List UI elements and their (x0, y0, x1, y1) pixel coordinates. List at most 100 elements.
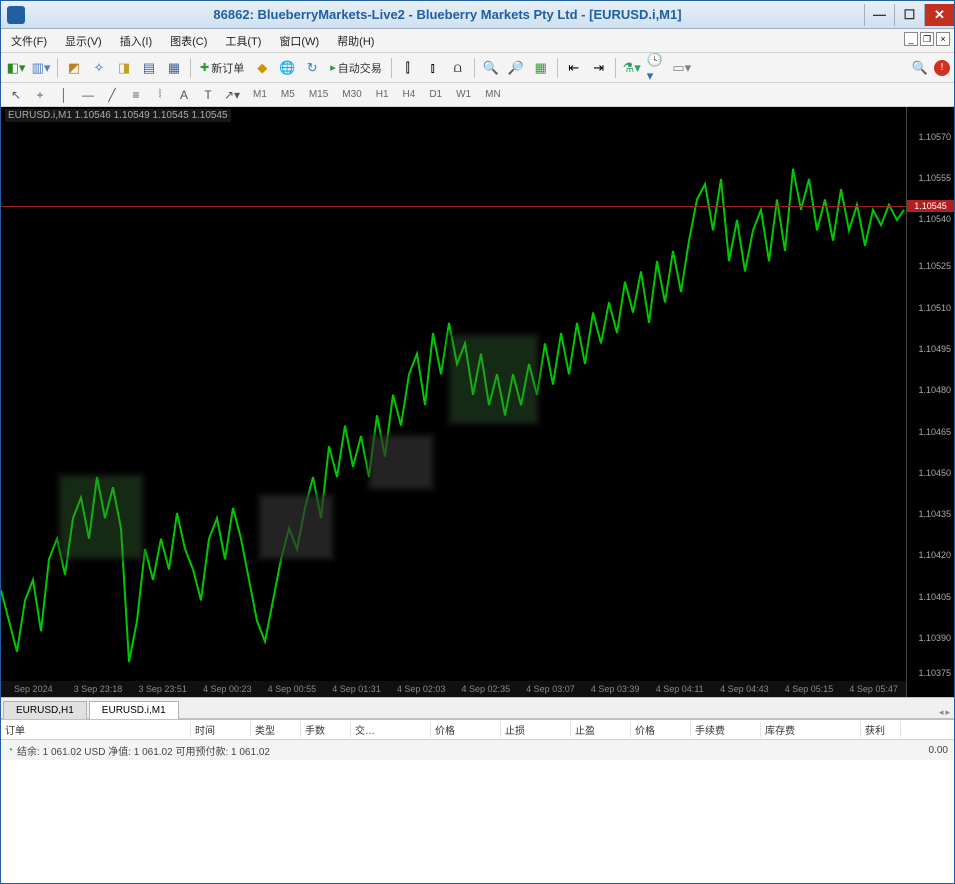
close-button[interactable]: ✕ (924, 4, 954, 26)
templates-icon[interactable]: ▭▾ (671, 57, 693, 79)
time-tick: 4 Sep 01:31 (324, 684, 389, 694)
arrows-icon[interactable]: ↗▾ (221, 85, 243, 105)
time-tick: 4 Sep 03:07 (518, 684, 583, 694)
price-horizontal-line[interactable] (1, 206, 906, 207)
terminal-column-header[interactable]: 库存费 (761, 722, 861, 737)
tf-d1[interactable]: D1 (423, 87, 448, 102)
terminal-column-header[interactable]: 止盈 (571, 722, 631, 737)
new-order-button[interactable]: ✚新订单 (196, 60, 248, 76)
menu-tools[interactable]: 工具(T) (221, 31, 265, 51)
time-tick: 4 Sep 00:23 (195, 684, 260, 694)
data-window-icon[interactable]: ◨ (113, 57, 135, 79)
obscured-region (451, 337, 536, 422)
cursor-tool-icon[interactable]: ↖ (5, 85, 27, 105)
terminal-column-header[interactable]: 订单 (1, 722, 191, 737)
chart-tab-eurusd-m1[interactable]: EURUSD.i,M1 (89, 701, 179, 719)
chart-tab-eurusd-h1[interactable]: EURUSD,H1 (3, 701, 87, 719)
terminal-column-header[interactable]: 获利 (861, 722, 901, 737)
alerts-icon[interactable]: ! (934, 60, 950, 76)
mdi-close-button[interactable]: × (936, 32, 950, 46)
fibonacci-icon[interactable]: ⦚ (149, 85, 171, 105)
chart-tabs: EURUSD,H1 EURUSD.i,M1 ◂ ▸ (1, 697, 954, 719)
equidistant-channel-icon[interactable]: ≡ (125, 85, 147, 105)
terminal-column-header[interactable]: 时间 (191, 722, 251, 737)
market-watch-icon[interactable]: ◩ (63, 57, 85, 79)
terminal-column-header[interactable]: 止损 (501, 722, 571, 737)
text-icon[interactable]: T (197, 85, 219, 105)
profit-loss-value: 0.00 (898, 745, 948, 756)
time-tick: 4 Sep 03:39 (583, 684, 648, 694)
text-label-icon[interactable]: A (173, 85, 195, 105)
time-tick: 4 Sep 05:15 (777, 684, 842, 694)
autotrade-button[interactable]: ▸自动交易 (326, 60, 386, 76)
price-axis: 1.105701.105551.105401.105251.105101.104… (906, 107, 954, 697)
time-tick: 4 Sep 00:55 (260, 684, 325, 694)
price-tick: 1.10435 (918, 509, 951, 519)
titlebar: 86862: BlueberryMarkets-Live2 - Blueberr… (1, 1, 954, 29)
search-icon[interactable]: 🔍 (909, 57, 931, 79)
maximize-button[interactable]: ☐ (894, 4, 924, 26)
tf-m30[interactable]: M30 (336, 87, 367, 102)
time-tick: 3 Sep 23:18 (66, 684, 131, 694)
tf-m15[interactable]: M15 (303, 87, 334, 102)
terminal-column-header[interactable]: 价格 (631, 722, 691, 737)
navigator-icon[interactable]: ✧ (88, 57, 110, 79)
price-tick: 1.10420 (918, 550, 951, 560)
trendline-icon[interactable]: ╱ (101, 85, 123, 105)
current-price-label: 1.10545 (907, 200, 954, 212)
tf-w1[interactable]: W1 (450, 87, 477, 102)
time-tick: Sep 2024 (1, 684, 66, 694)
chart-canvas[interactable]: EURUSD.i,M1 1.10546 1.10549 1.10545 1.10… (1, 107, 906, 697)
terminal-column-header[interactable]: 价格 (431, 722, 501, 737)
time-tick: 4 Sep 02:03 (389, 684, 454, 694)
menu-file[interactable]: 文件(F) (7, 31, 51, 51)
metaquotes-icon[interactable]: ◆ (251, 57, 273, 79)
terminal-column-header[interactable]: 手数 (301, 722, 351, 737)
chart-area[interactable]: EURUSD.i,M1 1.10546 1.10549 1.10545 1.10… (1, 107, 954, 697)
menu-chart[interactable]: 图表(C) (166, 31, 211, 51)
vertical-line-icon[interactable]: │ (53, 85, 75, 105)
terminal-column-header[interactable]: 手续费 (691, 722, 761, 737)
chart-ohlc-label: EURUSD.i,M1 1.10546 1.10549 1.10545 1.10… (5, 109, 231, 122)
new-chart-icon[interactable]: ◧▾ (5, 57, 27, 79)
tile-windows-icon[interactable]: ▦ (530, 57, 552, 79)
tab-scroll-right-icon[interactable]: ▸ (945, 707, 950, 718)
line-chart-icon[interactable]: ⩍ (447, 57, 469, 79)
profiles-icon[interactable]: ▥▾ (30, 57, 52, 79)
indicators-icon[interactable]: ⚗▾ (621, 57, 643, 79)
minimize-button[interactable]: — (864, 4, 894, 26)
expert-advisors-icon[interactable]: 🌐 (276, 57, 298, 79)
auto-scroll-icon[interactable]: ⇥ (588, 57, 610, 79)
tf-mn[interactable]: MN (479, 87, 507, 102)
shift-end-icon[interactable]: ⇤ (563, 57, 585, 79)
menu-help[interactable]: 帮助(H) (333, 31, 378, 51)
horizontal-line-icon[interactable]: — (77, 85, 99, 105)
tf-h1[interactable]: H1 (370, 87, 395, 102)
mdi-restore-button[interactable]: ❐ (920, 32, 934, 46)
bar-chart-icon[interactable]: ⫿ (397, 57, 419, 79)
time-tick: 3 Sep 23:51 (130, 684, 195, 694)
terminal-icon[interactable]: ▤ (138, 57, 160, 79)
periodicity-icon[interactable]: 🕓▾ (646, 57, 668, 79)
app-icon (7, 6, 25, 24)
menu-window[interactable]: 窗口(W) (275, 31, 323, 51)
timeframe-toolbar: ↖ + │ — ╱ ≡ ⦚ A T ↗▾ M1 M5 M15 M30 H1 H4… (1, 83, 954, 107)
terminal-column-header[interactable]: 交… (351, 722, 431, 737)
tf-m5[interactable]: M5 (275, 87, 301, 102)
time-tick: 4 Sep 04:43 (712, 684, 777, 694)
zoom-out-icon[interactable]: 🔎 (505, 57, 527, 79)
tf-h4[interactable]: H4 (397, 87, 422, 102)
zoom-in-icon[interactable]: 🔍 (480, 57, 502, 79)
options-icon[interactable]: ↻ (301, 57, 323, 79)
tab-scroll-left-icon[interactable]: ◂ (939, 707, 944, 718)
tf-m1[interactable]: M1 (247, 87, 273, 102)
mdi-minimize-button[interactable]: _ (904, 32, 918, 46)
price-tick: 1.10375 (918, 668, 951, 678)
candle-chart-icon[interactable]: ⫾ (422, 57, 444, 79)
menu-insert[interactable]: 插入(I) (116, 31, 156, 51)
time-tick: 4 Sep 02:35 (453, 684, 518, 694)
crosshair-tool-icon[interactable]: + (29, 85, 51, 105)
menu-view[interactable]: 显示(V) (61, 31, 106, 51)
terminal-column-header[interactable]: 类型 (251, 722, 301, 737)
strategy-tester-icon[interactable]: ▦ (163, 57, 185, 79)
